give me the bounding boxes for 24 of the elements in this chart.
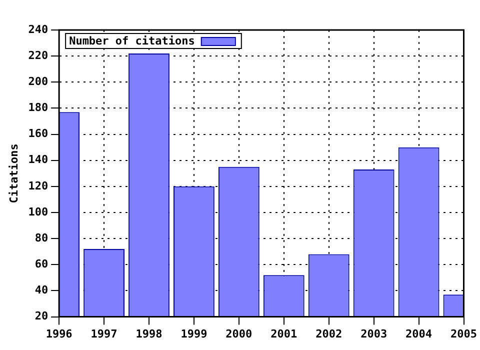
y-tick-label: 80 (34, 231, 48, 244)
y-axis-title: Citations (7, 144, 20, 204)
legend-label: Number of citations (69, 34, 195, 48)
y-tick-label: 240 (28, 22, 48, 36)
y-tick-label: 60 (34, 258, 48, 271)
y-tick-label: 40 (34, 284, 48, 297)
x-tick-label: 2002 (316, 327, 342, 340)
x-tick-label: 2001 (270, 327, 298, 340)
y-tick-label: 220 (28, 48, 48, 62)
x-tick-label: 1999 (180, 327, 208, 340)
y-tick-label: 20 (34, 310, 48, 323)
y-tick-label: 180 (28, 101, 48, 114)
y-tick-label: 200 (28, 75, 48, 88)
y-tick-label: 140 (28, 153, 48, 166)
x-tick-label: 2005 (450, 327, 478, 340)
y-tick-label: 120 (28, 179, 48, 192)
x-tick-label: 1998 (136, 327, 162, 340)
x-tick-label: 1997 (90, 327, 118, 340)
x-tick-label: 2003 (360, 327, 388, 340)
y-tick-label: 160 (28, 127, 48, 140)
x-tick-label: 2000 (226, 327, 252, 340)
y-tick-label: 100 (28, 205, 48, 218)
x-tick-label: 1996 (46, 327, 73, 340)
x-tick-label: 2004 (406, 327, 432, 340)
